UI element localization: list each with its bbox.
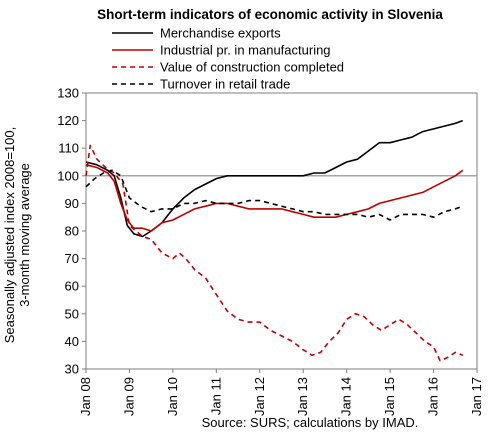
- y-axis: 30 40 50 60 70 80 90 100 110 120 130: [57, 86, 86, 377]
- plot-area: [85, 92, 478, 370]
- legend-label: Industrial pr. in manufacturing: [160, 43, 331, 58]
- x-tick-label: Jan 14: [339, 377, 354, 416]
- y-axis-title-line-1: Seasonally adjusted index 2008=100,: [2, 127, 17, 343]
- legend-label: Merchandise exports: [160, 26, 281, 41]
- y-tick-label: 130: [57, 86, 79, 101]
- x-tick-label: Jan 09: [121, 377, 136, 416]
- y-tick-label: 100: [57, 168, 79, 183]
- series-line-3: [85, 144, 463, 362]
- y-tick-label: 70: [65, 251, 79, 266]
- y-tick-label: 60: [65, 279, 79, 294]
- x-tick-label: Jan 12: [252, 377, 267, 416]
- legend-label: Value of construction completed: [160, 60, 344, 75]
- y-axis-title: Seasonally adjusted index 2008=100, 3-mo…: [2, 127, 32, 343]
- legend-label: Turnover in retail trade: [160, 77, 290, 92]
- y-tick-label: 120: [57, 113, 79, 128]
- y-tick-label: 80: [65, 224, 79, 239]
- source-note: Source: SURS; calculations by IMAD.: [202, 415, 419, 430]
- series-line-2: [85, 164, 464, 232]
- x-tick-label: Jan 13: [295, 377, 310, 416]
- legend: Merchandise exports Industrial pr. in man…: [112, 26, 344, 92]
- series-layer: [85, 119, 464, 362]
- y-tick-label: 50: [65, 306, 79, 321]
- x-axis: Jan 08 Jan 09 Jan 10 Jan 11 Jan 12 Jan 13 Jan …: [78, 369, 484, 416]
- series-line-1: [85, 119, 463, 238]
- x-tick-label: Jan 10: [165, 377, 180, 416]
- x-tick-label: Jan 15: [382, 377, 397, 416]
- y-tick-label: 40: [65, 334, 79, 349]
- y-axis-title-line-2: 3-month moving average: [17, 163, 32, 307]
- y-tick-label: 90: [65, 196, 79, 211]
- x-tick-label: Jan 08: [78, 377, 93, 416]
- x-tick-label: Jan 17: [469, 377, 484, 416]
- series-line-4: [85, 169, 463, 221]
- y-tick-label: 110: [58, 141, 79, 156]
- chart-title: Short-term indicators of economic activi…: [97, 7, 443, 22]
- y-tick-label: 30: [65, 362, 79, 377]
- x-tick-label: Jan 16: [426, 377, 441, 416]
- x-tick-label: Jan 11: [208, 377, 223, 415]
